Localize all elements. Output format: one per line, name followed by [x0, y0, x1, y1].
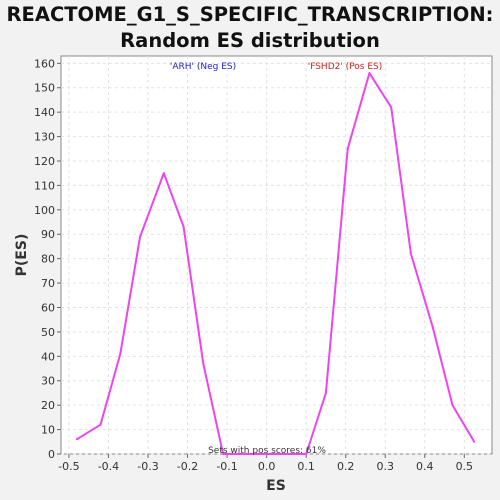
data-point: [139, 235, 142, 238]
y-tick-label: 130: [34, 131, 55, 144]
plot-area: [60, 55, 493, 455]
data-point: [241, 453, 244, 455]
x-tick-label: -0.4: [98, 460, 119, 473]
y-tick-label: 20: [41, 399, 55, 412]
data-point: [285, 453, 288, 455]
y-tick-label: 70: [41, 277, 55, 290]
data-point: [451, 404, 454, 407]
y-tick-label: 0: [48, 448, 55, 461]
y-tick-label: 80: [41, 253, 55, 266]
chart-title-line2: Random ES distribution: [120, 29, 380, 52]
y-tick-label: 40: [41, 350, 55, 363]
axes: 0 10 20 30 40 50 60 70 80 90 100 110 120 130 140 150 160…: [34, 57, 473, 473]
neg-es-label: 'ARH' (Neg ES): [170, 62, 236, 72]
y-tick-label: 10: [41, 424, 55, 437]
data-point: [265, 453, 268, 455]
data-point: [473, 440, 476, 443]
x-tick-label: 0.0: [258, 460, 276, 473]
x-tick-label: -0.3: [137, 460, 158, 473]
x-tick-label: 0.5: [456, 460, 474, 473]
x-tick-label: -0.2: [177, 460, 198, 473]
pos-es-label: 'FSHD2' (Pos ES): [308, 62, 383, 72]
data-point: [431, 326, 434, 328]
x-tick-label: -0.1: [216, 460, 237, 473]
x-tick-label: -0.5: [58, 460, 79, 473]
y-tick-label: 160: [34, 57, 55, 70]
data-point: [222, 453, 225, 455]
data-point: [305, 453, 308, 455]
series-line: [76, 72, 476, 455]
data-point: [99, 423, 102, 426]
data-point: [119, 352, 122, 355]
data-point: [162, 172, 165, 175]
data-point: [346, 147, 349, 150]
data-point: [368, 72, 371, 75]
x-tick-label: 0.4: [416, 460, 434, 473]
y-tick-label: 50: [41, 326, 55, 339]
y-tick-label: 100: [34, 204, 55, 217]
grid-lines: [61, 56, 492, 455]
y-tick-label: 150: [34, 82, 55, 95]
x-tick-label: 0.2: [337, 460, 355, 473]
data-point: [324, 392, 327, 394]
chart-title-line1: REACTOME_G1_S_SPECIFIC_TRANSCRIPTION:: [6, 3, 494, 26]
y-tick-label: 60: [41, 301, 55, 314]
x-tick-label: 0.3: [376, 460, 394, 473]
y-tick-label: 30: [41, 375, 55, 388]
x-axis-label: ES: [266, 478, 286, 494]
data-point: [409, 252, 412, 255]
data-point: [75, 438, 78, 441]
series-layer: [75, 72, 476, 455]
y-tick-label: 90: [41, 228, 55, 241]
y-tick-label: 110: [34, 179, 55, 192]
data-point: [390, 106, 393, 109]
y-tick-label: 120: [34, 155, 55, 168]
data-point: [182, 225, 185, 228]
data-point: [202, 362, 205, 365]
y-axis-label: P(ES): [14, 234, 30, 277]
x-tick-label: 0.1: [297, 460, 315, 473]
footer-label: Sets with pos scores: 61%: [208, 446, 326, 456]
y-tick-label: 140: [34, 106, 55, 119]
chart-title: REACTOME_G1_S_SPECIFIC_TRANSCRIPTION: Ra…: [0, 2, 500, 54]
